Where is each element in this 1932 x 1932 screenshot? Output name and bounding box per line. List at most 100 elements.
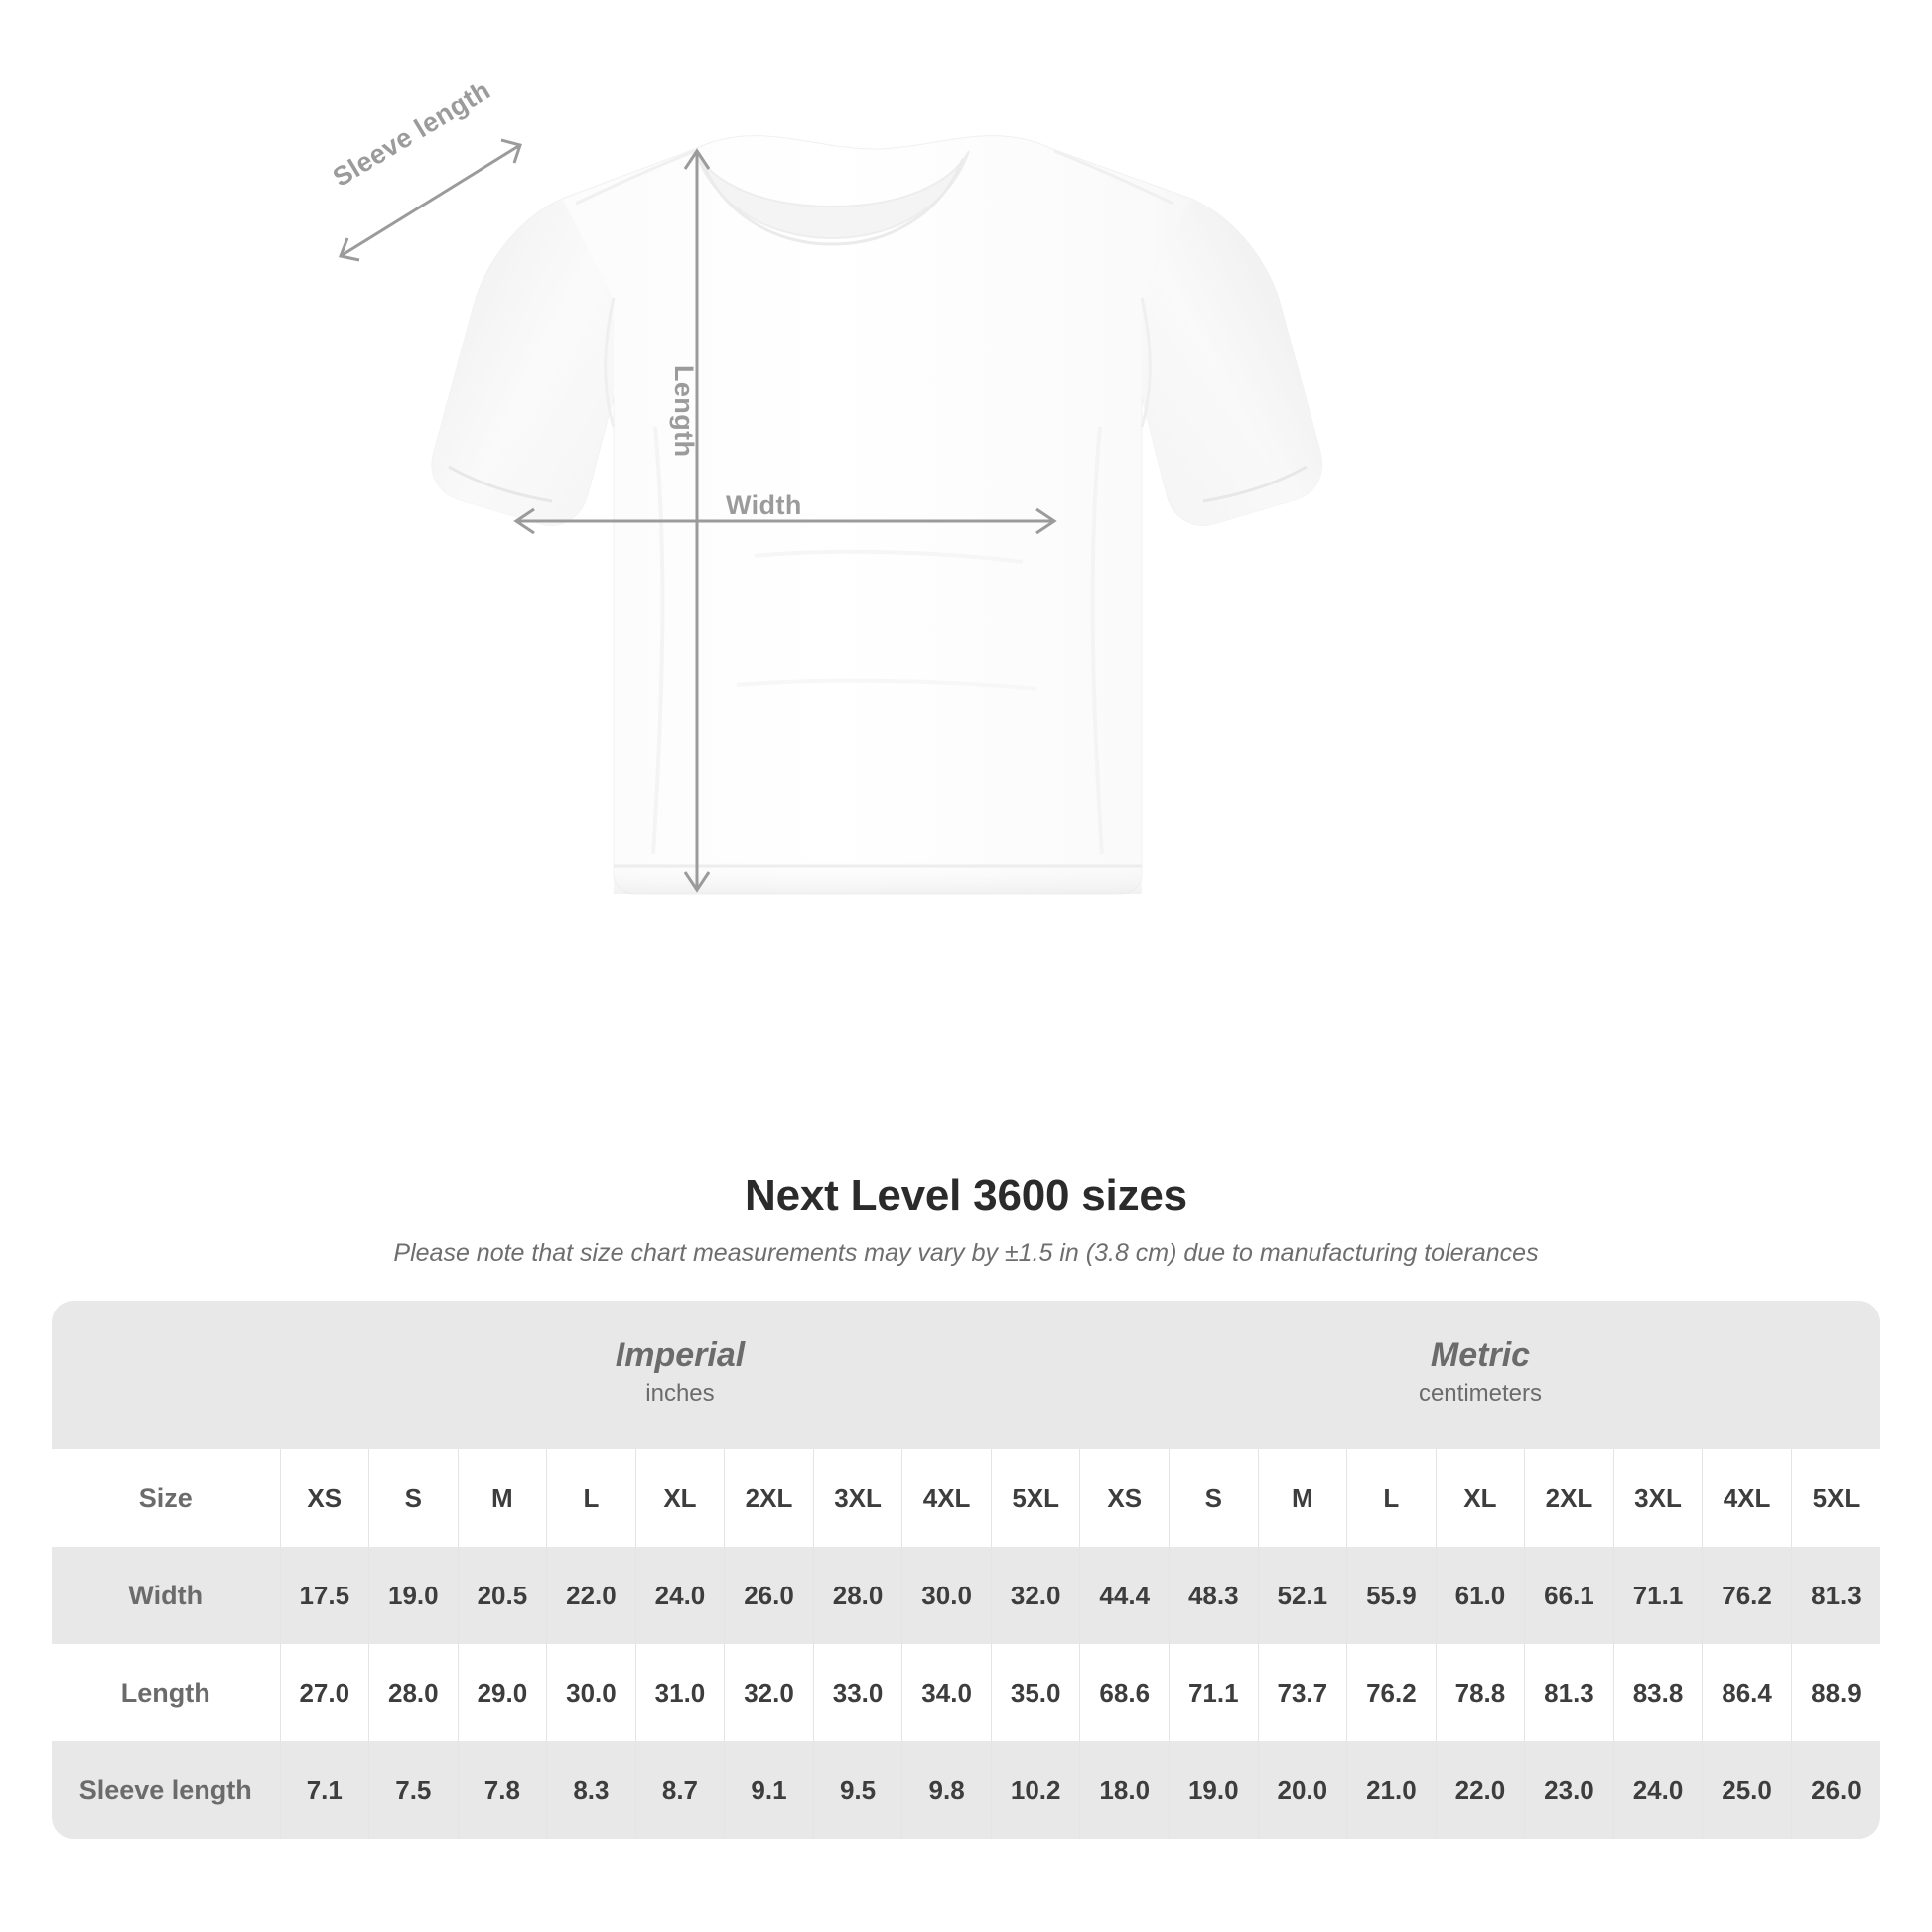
cell-length-metric-xl: 78.8: [1436, 1644, 1526, 1741]
cell-width-metric-xs: 44.4: [1079, 1547, 1170, 1644]
row-label-sleeve-length: Sleeve length: [52, 1741, 281, 1839]
size-header-row: Size XS S M L XL 2XL 3XL 4XL 5XL XS S M L XL 2XL 3XL 4XL 5…: [52, 1449, 1880, 1547]
cell-width-imperial-xs: 17.5: [280, 1547, 370, 1644]
unit-name: Imperial: [615, 1336, 746, 1375]
cell-sleeve-length-metric-xs: 18.0: [1079, 1741, 1170, 1839]
size-column-header-s: S: [368, 1449, 459, 1547]
cell-sleeve-length-imperial-s: 7.5: [368, 1741, 459, 1839]
unit-header-row: Imperial inches Metric centimeters: [52, 1301, 1880, 1449]
size-column-header-l: L: [546, 1449, 636, 1547]
cell-sleeve-length-imperial-xs: 7.1: [280, 1741, 370, 1839]
cell-sleeve-length-metric-3xl: 24.0: [1613, 1741, 1704, 1839]
unit-subtitle: centimeters: [1418, 1379, 1542, 1407]
cell-length-imperial-l: 30.0: [546, 1644, 636, 1741]
size-column-header-4xl: 4XL: [901, 1449, 992, 1547]
size-table: Imperial inches Metric centimeters Size XS S M L…: [52, 1301, 1880, 1839]
cell-sleeve-length-metric-xl: 22.0: [1436, 1741, 1526, 1839]
size-column-header-l: L: [1346, 1449, 1437, 1547]
size-column-header-xl: XL: [635, 1449, 726, 1547]
cell-length-imperial-3xl: 33.0: [813, 1644, 903, 1741]
cell-width-imperial-s: 19.0: [368, 1547, 459, 1644]
cell-length-metric-s: 71.1: [1169, 1644, 1259, 1741]
tolerance-note: Please note that size chart measurements…: [393, 1239, 1539, 1267]
length-annotation-label: Length: [669, 365, 699, 458]
width-arrow: [513, 507, 1057, 535]
size-column-header-xs: XS: [280, 1449, 370, 1547]
cell-width-imperial-2xl: 26.0: [724, 1547, 814, 1644]
table-row: Sleeve length 7.1 7.5 7.8 8.3 8.7 9.1 9.5 9.8 10.…: [52, 1741, 1880, 1839]
cell-sleeve-length-metric-m: 20.0: [1258, 1741, 1348, 1839]
unit-header-imperial: Imperial inches: [280, 1301, 1080, 1449]
unit-name: Metric: [1430, 1336, 1531, 1375]
size-column-header-5xl: 5XL: [1791, 1449, 1880, 1547]
cell-sleeve-length-metric-2xl: 23.0: [1524, 1741, 1614, 1839]
cell-length-imperial-xl: 31.0: [635, 1644, 726, 1741]
cell-width-imperial-xl: 24.0: [635, 1547, 726, 1644]
chart-title: Next Level 3600 sizes: [745, 1172, 1187, 1220]
cell-sleeve-length-imperial-xl: 8.7: [635, 1741, 726, 1839]
cell-length-metric-m: 73.7: [1258, 1644, 1348, 1741]
unit-subtitle: inches: [645, 1379, 715, 1407]
product-diagram: Sleeve length Length Width: [328, 74, 1323, 895]
cell-length-imperial-4xl: 34.0: [901, 1644, 992, 1741]
size-column-header-xl: XL: [1436, 1449, 1526, 1547]
size-column-header-4xl: 4XL: [1702, 1449, 1792, 1547]
cell-length-imperial-2xl: 32.0: [724, 1644, 814, 1741]
size-column-header-2xl: 2XL: [724, 1449, 814, 1547]
cell-sleeve-length-imperial-3xl: 9.5: [813, 1741, 903, 1839]
cell-width-metric-4xl: 76.2: [1702, 1547, 1792, 1644]
cell-length-metric-xs: 68.6: [1079, 1644, 1170, 1741]
cell-width-imperial-l: 22.0: [546, 1547, 636, 1644]
size-column-header-5xl: 5XL: [991, 1449, 1081, 1547]
cell-length-metric-5xl: 88.9: [1791, 1644, 1880, 1741]
cell-width-metric-l: 55.9: [1346, 1547, 1437, 1644]
cell-sleeve-length-metric-5xl: 26.0: [1791, 1741, 1880, 1839]
size-column-header-2xl: 2XL: [1524, 1449, 1614, 1547]
width-annotation-label: Width: [726, 490, 802, 520]
cell-length-imperial-s: 28.0: [368, 1644, 459, 1741]
unit-header-metric: Metric centimeters: [1079, 1301, 1880, 1449]
cell-width-imperial-5xl: 32.0: [991, 1547, 1081, 1644]
cell-length-metric-4xl: 86.4: [1702, 1644, 1792, 1741]
cell-width-imperial-4xl: 30.0: [901, 1547, 992, 1644]
cell-length-imperial-m: 29.0: [458, 1644, 548, 1741]
cell-width-metric-5xl: 81.3: [1791, 1547, 1880, 1644]
unit-header-spacer: [52, 1301, 280, 1449]
cell-length-imperial-xs: 27.0: [280, 1644, 370, 1741]
cell-width-metric-s: 48.3: [1169, 1547, 1259, 1644]
cell-sleeve-length-imperial-m: 7.8: [458, 1741, 548, 1839]
sleeve-length-arrow: [338, 138, 522, 262]
cell-sleeve-length-imperial-5xl: 10.2: [991, 1741, 1081, 1839]
measurement-arrows: [338, 138, 1057, 893]
size-column-header-m: M: [458, 1449, 548, 1547]
size-column-header-s: S: [1169, 1449, 1259, 1547]
size-column-header-3xl: 3XL: [1613, 1449, 1704, 1547]
cell-width-imperial-3xl: 28.0: [813, 1547, 903, 1644]
size-column-header-xs: XS: [1079, 1449, 1170, 1547]
cell-width-metric-2xl: 66.1: [1524, 1547, 1614, 1644]
cell-sleeve-length-imperial-2xl: 9.1: [724, 1741, 814, 1839]
cell-sleeve-length-metric-l: 21.0: [1346, 1741, 1437, 1839]
cell-width-metric-3xl: 71.1: [1613, 1547, 1704, 1644]
chart-caption: Next Level 3600 sizes Please note that s…: [0, 1172, 1932, 1268]
table-row: Length 27.0 28.0 29.0 30.0 31.0 32.0 33.0 34.0 35…: [52, 1644, 1880, 1741]
cell-width-metric-m: 52.1: [1258, 1547, 1348, 1644]
cell-length-metric-3xl: 83.8: [1613, 1644, 1704, 1741]
cell-sleeve-length-imperial-l: 8.3: [546, 1741, 636, 1839]
size-column-header-m: M: [1258, 1449, 1348, 1547]
size-table-container: Imperial inches Metric centimeters Size XS S M L…: [52, 1301, 1880, 1839]
cell-sleeve-length-imperial-4xl: 9.8: [901, 1741, 992, 1839]
table-row: Width 17.5 19.0 20.5 22.0 24.0 26.0 28.0 30.0 32.…: [52, 1547, 1880, 1644]
cell-length-metric-2xl: 81.3: [1524, 1644, 1614, 1741]
cell-sleeve-length-metric-4xl: 25.0: [1702, 1741, 1792, 1839]
row-label-width: Width: [52, 1547, 281, 1644]
cell-width-imperial-m: 20.5: [458, 1547, 548, 1644]
size-column-header-3xl: 3XL: [813, 1449, 903, 1547]
cell-length-metric-l: 76.2: [1346, 1644, 1437, 1741]
tshirt-illustration: [338, 135, 1323, 895]
cell-sleeve-length-metric-s: 19.0: [1169, 1741, 1259, 1839]
cell-length-imperial-5xl: 35.0: [991, 1644, 1081, 1741]
cell-width-metric-xl: 61.0: [1436, 1547, 1526, 1644]
row-label-size: Size: [52, 1449, 281, 1547]
